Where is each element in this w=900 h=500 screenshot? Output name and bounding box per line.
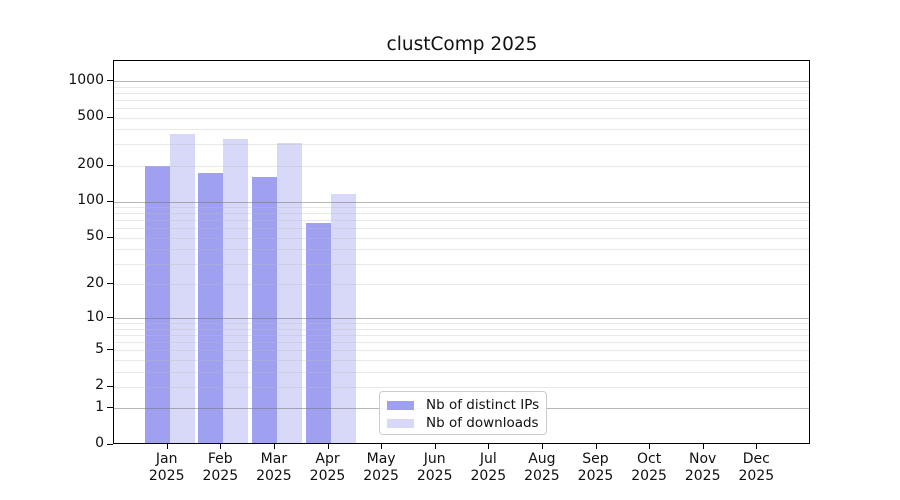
gridline-major-1000 (114, 81, 809, 83)
gridline-minor-40 (114, 249, 809, 251)
legend-swatch-downloads-icon (387, 418, 414, 428)
y-tick-label-50: 50 (86, 228, 104, 245)
y-tick-label-20: 20 (86, 274, 104, 291)
gridline-minor-800 (114, 92, 809, 94)
y-tick-1 (107, 407, 113, 409)
plot-area (113, 60, 810, 444)
gridline-minor-60 (114, 228, 809, 230)
x-tick-aug (541, 443, 543, 449)
x-tick-mar (273, 443, 275, 449)
bar-distinct-ips-apr (305, 223, 331, 444)
y-tick-500 (107, 116, 113, 118)
y-tick-label-2: 2 (95, 377, 104, 394)
bar-distinct-ips-feb (198, 172, 224, 444)
gridline-minor-200 (114, 165, 809, 167)
x-tick-label-jul: Jul 2025 (470, 450, 507, 484)
y-tick-1000 (107, 80, 113, 82)
bar-downloads-feb (223, 138, 249, 444)
chart-title: clustComp 2025 (386, 34, 538, 55)
gridline-minor-90 (114, 207, 809, 209)
gridline-minor-300 (114, 144, 809, 146)
x-tick-sep (595, 443, 597, 449)
x-tick-label-aug: Aug 2025 (524, 450, 560, 484)
gridline-major-10 (114, 318, 809, 320)
x-tick-feb (220, 443, 222, 449)
y-tick-label-1: 1 (95, 398, 104, 415)
gridline-minor-6 (114, 342, 809, 344)
gridline-minor-8 (114, 328, 809, 330)
x-tick-label-apr: Apr 2025 (309, 450, 346, 484)
x-tick-label-jun: Jun 2025 (416, 450, 453, 484)
y-tick-label-5: 5 (95, 340, 104, 357)
legend-item-distinct-ips: Nb of distinct IPs (387, 396, 546, 414)
legend-label-downloads: Nb of downloads (426, 415, 539, 431)
bar-downloads-mar (276, 143, 302, 444)
y-tick-label-500: 500 (77, 108, 104, 125)
y-tick-label-1000: 1000 (68, 71, 104, 88)
gridline-minor-5 (114, 350, 809, 352)
legend: Nb of distinct IPs Nb of downloads (379, 391, 547, 435)
gridline-minor-2 (114, 386, 809, 388)
y-tick-label-100: 100 (77, 192, 104, 209)
gridline-minor-7 (114, 335, 809, 337)
gridline-minor-700 (114, 99, 809, 101)
x-tick-label-dec: Dec 2025 (738, 450, 775, 484)
y-tick-50 (107, 236, 113, 238)
x-tick-label-mar: Mar 2025 (256, 450, 292, 484)
gridline-minor-400 (114, 129, 809, 131)
gridline-minor-50 (114, 237, 809, 239)
x-tick-dec (756, 443, 758, 449)
x-tick-nov (702, 443, 704, 449)
y-tick-0 (107, 443, 113, 445)
y-tick-label-0: 0 (95, 435, 104, 451)
y-tick-200 (107, 164, 113, 166)
x-tick-apr (327, 443, 329, 449)
gridline-minor-500 (114, 117, 809, 119)
x-tick-label-oct: Oct 2025 (631, 450, 667, 484)
gridline-minor-600 (114, 107, 809, 109)
gridline-minor-30 (114, 263, 809, 265)
legend-swatch-distinct-ips-icon (387, 400, 414, 410)
y-tick-label-10: 10 (86, 308, 104, 325)
x-tick-oct (649, 443, 651, 449)
x-tick-label-nov: Nov 2025 (684, 450, 721, 484)
gridline-minor-3 (114, 371, 809, 373)
y-tick-label-200: 200 (77, 156, 104, 173)
bar-downloads-jan (169, 134, 195, 444)
x-tick-label-sep: Sep 2025 (577, 450, 614, 484)
y-tick-20 (107, 283, 113, 285)
y-tick-5 (107, 349, 113, 351)
gridline-minor-4 (114, 359, 809, 361)
x-tick-label-feb: Feb 2025 (202, 450, 239, 484)
gridline-major-100 (114, 201, 809, 203)
x-tick-label-jan: Jan 2025 (148, 450, 185, 484)
gridline-minor-20 (114, 284, 809, 286)
gridline-minor-70 (114, 220, 809, 222)
legend-label-distinct-ips: Nb of distinct IPs (426, 397, 540, 413)
gridline-minor-9 (114, 323, 809, 325)
gridline-minor-80 (114, 213, 809, 215)
x-tick-jun (434, 443, 436, 449)
y-tick-10 (107, 317, 113, 319)
bar-distinct-ips-mar (251, 176, 277, 444)
x-tick-may (381, 443, 383, 449)
gridline-minor-900 (114, 86, 809, 88)
y-tick-2 (107, 385, 113, 387)
legend-item-downloads: Nb of downloads (387, 414, 546, 432)
x-tick-label-may: May 2025 (363, 450, 399, 484)
y-tick-100 (107, 200, 113, 202)
x-tick-jan (166, 443, 168, 449)
x-tick-jul (488, 443, 490, 449)
bar-distinct-ips-jan (144, 165, 170, 444)
